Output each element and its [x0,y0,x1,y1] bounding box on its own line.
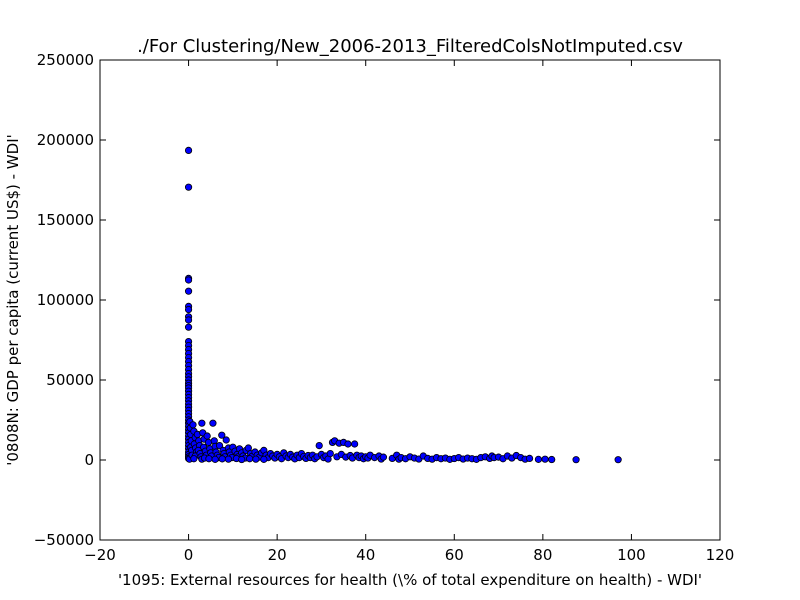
plot-area [184,146,622,464]
y-tick-label: 100000 [37,291,94,309]
data-point [572,456,580,464]
x-tick-label: 20 [268,546,287,564]
data-point [203,432,211,440]
y-axis-label: '0808N: GDP per capita (current US$) - W… [4,134,22,466]
x-tick-label: 0 [184,546,194,564]
data-point [224,455,233,463]
data-point [351,440,359,448]
data-point [222,436,230,444]
data-point [246,455,254,463]
data-point [326,449,334,458]
data-point [189,421,197,429]
data-point [548,455,556,464]
x-tick-label: −20 [84,546,116,564]
data-point [218,431,226,439]
data-point [184,316,193,324]
data-point [525,454,534,462]
data-point [344,440,352,448]
data-point [211,455,219,463]
data-point [184,183,193,191]
x-tick-label: 100 [617,546,646,564]
x-axis-label: '1095: External resources for health (\%… [118,571,702,589]
data-point [184,287,193,295]
data-point [252,455,260,463]
x-tick-label: 120 [706,546,735,564]
y-tick-label: 50000 [46,371,94,389]
y-tick-label: −50000 [34,531,94,549]
data-point [184,276,193,284]
y-axis: −50000 0 50000 100000 150000 200000 250000 [34,51,720,549]
data-point [541,455,549,463]
data-point [184,146,193,154]
y-tick-label: 0 [84,451,94,469]
data-point [209,419,217,427]
data-point [260,455,268,463]
data-point [218,455,226,463]
x-axis: −20 0 20 40 60 80 100 120 [84,60,734,564]
chart-title: ./For Clustering/New_2006-2013_FilteredC… [137,36,683,57]
y-tick-label: 150000 [37,211,94,229]
data-point [215,441,224,450]
x-tick-label: 40 [356,546,375,564]
y-tick-label: 200000 [37,131,94,149]
data-point [184,323,193,331]
data-point [205,455,213,463]
x-tick-label: 60 [445,546,464,564]
data-point [614,456,622,464]
data-point [315,441,323,450]
data-point [190,455,198,463]
y-tick-label: 250000 [37,51,94,69]
x-tick-label: 80 [533,546,552,564]
data-point [379,453,388,461]
data-point [184,305,193,314]
data-point [534,455,543,463]
data-point [238,455,246,464]
data-point [198,419,206,427]
